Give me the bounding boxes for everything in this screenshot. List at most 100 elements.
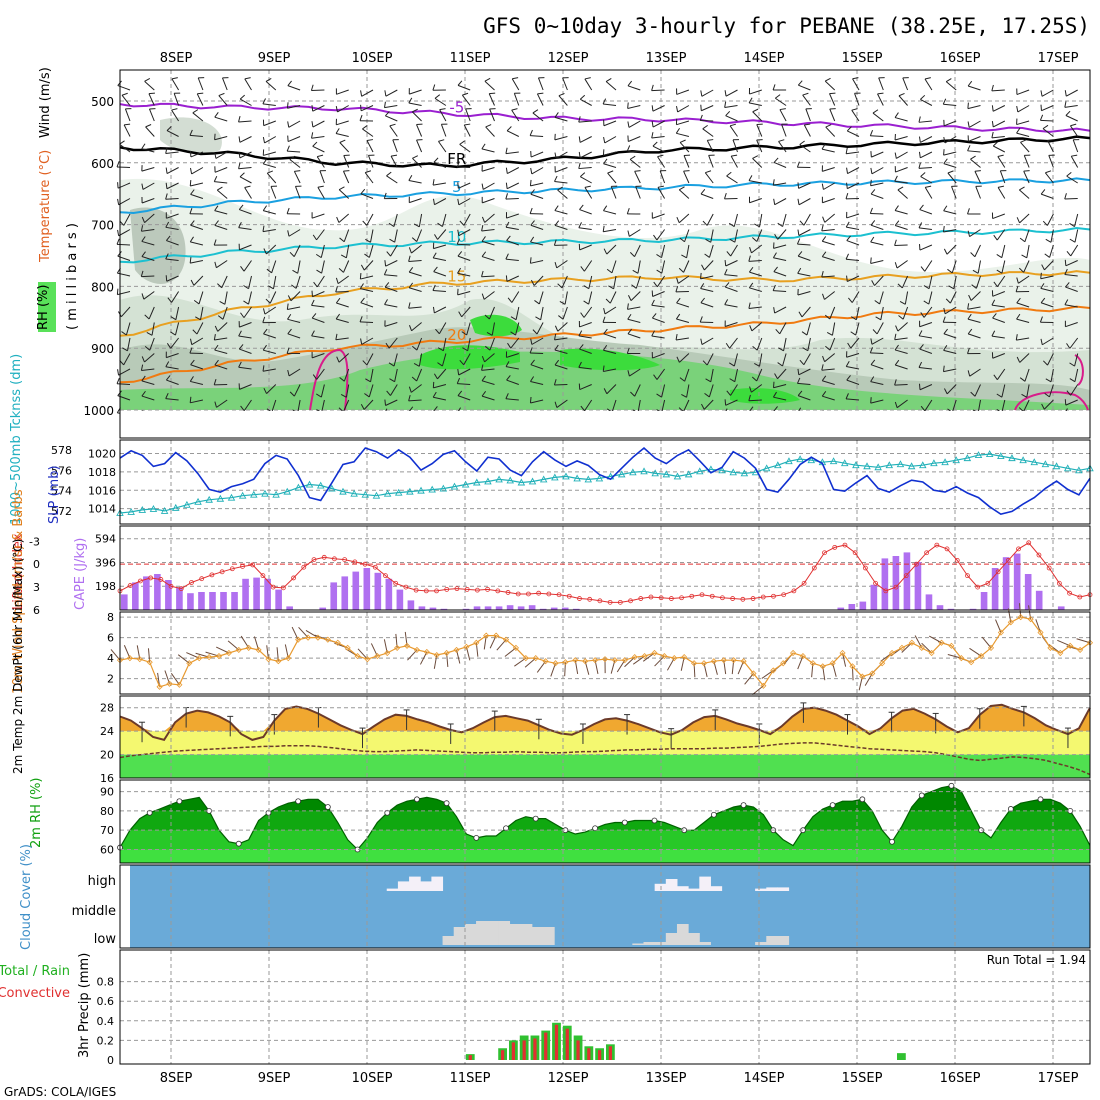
wind-speed-marker xyxy=(908,639,915,646)
wind-barb-flag xyxy=(870,257,872,264)
wind-barb xyxy=(411,244,422,254)
wind-barb xyxy=(190,241,204,246)
wind-barb xyxy=(710,368,714,382)
wind-barb-flag xyxy=(700,90,703,97)
wind-barb-flag xyxy=(699,316,703,323)
wind-barb xyxy=(295,275,301,289)
wind-barb-flag xyxy=(287,230,290,237)
wind-barb xyxy=(991,304,1005,308)
wind-barb-flag xyxy=(481,236,486,242)
wind-speed-marker xyxy=(483,632,490,639)
wind-speed-marker xyxy=(849,663,856,670)
slp-tick: 1016 xyxy=(88,484,116,497)
wind-barb xyxy=(846,226,860,230)
cape-bar xyxy=(286,606,293,610)
wind-barb xyxy=(676,120,690,126)
wind-barb xyxy=(579,322,592,328)
wind-barb-flag xyxy=(724,299,729,305)
wind-barb xyxy=(556,399,568,408)
wind-barb-flag xyxy=(702,124,708,130)
wind-barb-flag xyxy=(165,182,168,189)
wind-barb-flag xyxy=(289,155,296,160)
wind-barb xyxy=(756,229,763,242)
wind-barb xyxy=(701,337,714,346)
wind-barb-flag xyxy=(821,391,827,397)
wind-barb xyxy=(214,167,228,173)
cloud-high-bar xyxy=(654,883,667,891)
wind-barb xyxy=(170,337,179,349)
wind-barb-flag xyxy=(481,183,484,190)
cape-bar xyxy=(484,606,492,610)
wind-speed-marker xyxy=(641,653,648,660)
wind-barb-flag xyxy=(869,207,873,214)
wind-barb xyxy=(708,384,714,398)
temp-line xyxy=(119,703,1091,742)
isotherm-label: 15 xyxy=(447,268,466,286)
wind-barb-flag xyxy=(192,109,199,114)
wind-barb xyxy=(366,213,374,226)
wind-barb xyxy=(288,229,301,237)
wind-barb-flag xyxy=(846,182,848,189)
wind-barb-flag xyxy=(943,345,948,351)
wind-barb-flag xyxy=(190,279,195,286)
wind-barb xyxy=(924,399,933,412)
wind-barb-flag xyxy=(214,261,217,268)
wind-barb xyxy=(805,108,811,122)
wind-barb-10m xyxy=(761,670,774,679)
wind-barb xyxy=(992,291,1005,297)
wind-barb-flag xyxy=(825,345,831,351)
cape-bar xyxy=(947,608,955,610)
wind-barb-flag xyxy=(657,154,664,158)
wind-barb-flag xyxy=(432,252,437,259)
wind-barb-flag xyxy=(141,390,146,397)
wind-barb-flag xyxy=(537,92,544,95)
wind-barb-flag xyxy=(846,126,852,132)
isotherm-label: -5 xyxy=(449,99,464,117)
wind-barb-flag xyxy=(360,338,363,345)
wind-barb-flag xyxy=(262,98,266,105)
wind-barb-flag xyxy=(918,222,923,229)
wind-barb xyxy=(418,213,423,227)
wind-barb xyxy=(603,120,617,127)
cape-bar xyxy=(143,576,150,610)
wind-barb-flag xyxy=(360,404,365,410)
wind-barb-flag xyxy=(506,375,511,381)
wind-barb-flag xyxy=(214,344,219,351)
wind-barb xyxy=(461,94,471,106)
wind-barb-flag xyxy=(408,255,411,262)
wind-barb xyxy=(583,306,593,318)
lifted-index-marker xyxy=(311,557,317,562)
wind-barb xyxy=(339,142,350,153)
wind-barb xyxy=(554,136,568,141)
wind-speed-marker xyxy=(423,648,430,656)
wind-barb xyxy=(924,260,933,272)
wind-barb xyxy=(748,102,762,106)
wind-barb-flag xyxy=(651,330,655,337)
precip-convective-bar xyxy=(587,1048,591,1060)
wind-barb xyxy=(822,167,835,172)
wind-barb xyxy=(627,318,641,323)
wind-barb xyxy=(821,275,835,278)
pressure-tick: 800 xyxy=(91,280,114,294)
wind-barb-flag xyxy=(681,393,687,398)
cape-bar xyxy=(429,607,437,610)
wind-barb-flag xyxy=(192,329,198,335)
wind-barb-flag xyxy=(845,147,848,154)
wind-barb xyxy=(120,306,131,318)
wind-barb xyxy=(507,167,520,175)
wind-barb xyxy=(530,151,544,158)
date-label-top: 13SEP xyxy=(646,51,687,66)
wind-barb xyxy=(148,93,155,106)
lifted-index-marker xyxy=(413,587,419,593)
wind-barb-flag xyxy=(554,344,559,351)
cloud-high-bar xyxy=(431,876,444,891)
wind-barb-flag xyxy=(652,141,658,147)
wind-barb-flag xyxy=(359,316,363,323)
wind-barb xyxy=(821,368,835,371)
wind-barb-flag xyxy=(408,267,414,273)
lifted-index-marker xyxy=(526,591,531,597)
wind-barb xyxy=(511,78,520,91)
wind-barb xyxy=(1001,260,1006,274)
wind-barb xyxy=(481,240,495,246)
wind-barb-flag xyxy=(335,106,338,113)
